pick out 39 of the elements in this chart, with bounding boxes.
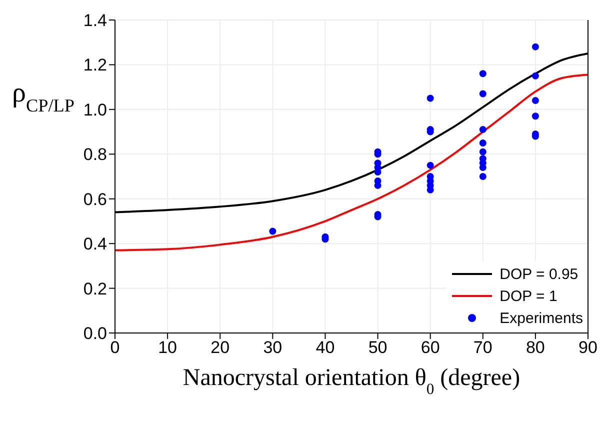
point (532, 72, 539, 80)
x-tick-label: 80 (526, 338, 545, 358)
x-tick-label: 50 (368, 338, 388, 358)
x-tick-label: 90 (578, 338, 598, 358)
point (479, 173, 486, 180)
line-series (115, 74, 588, 252)
x-tick-label: 30 (263, 338, 282, 358)
y-tick-label: 0.2 (83, 279, 107, 298)
legend-label: Experiments (500, 310, 583, 326)
x-tick-label: 60 (420, 338, 440, 358)
point (479, 139, 486, 146)
x-tick-label: 70 (473, 338, 492, 358)
y-tick-label: 1.2 (83, 56, 107, 75)
x-tick-label: 20 (210, 338, 230, 358)
legend-label: DOP = 0.95 (500, 266, 578, 282)
point (269, 228, 276, 235)
y-tick-label: 0.4 (83, 234, 107, 254)
point (479, 164, 486, 172)
x-axis-title: Nanocrystal orientation θ$_{0}$ (degree) (182, 365, 520, 398)
point (479, 90, 486, 98)
y-tick-label: 0.0 (83, 324, 107, 344)
x-tick-label: 40 (316, 338, 335, 358)
point (426, 162, 434, 169)
x-tick-label: 0 (110, 338, 120, 358)
point (426, 94, 434, 102)
y-axis-title: ρ$_{CP/LP}$ (12, 77, 75, 116)
point (374, 168, 382, 176)
point (532, 112, 539, 120)
point (479, 126, 486, 134)
point (532, 43, 539, 50)
point (479, 70, 486, 78)
y-tick-label: 0.6 (83, 190, 107, 209)
y-tick-label: 1.0 (83, 100, 107, 120)
y-tick-label: 0.8 (83, 145, 107, 164)
x-tick-label: 10 (158, 338, 178, 358)
point (479, 148, 486, 156)
legend-label: DOP = 1 (500, 288, 558, 304)
y-tick-label: 1.4 (83, 11, 107, 30)
point (532, 96, 539, 104)
